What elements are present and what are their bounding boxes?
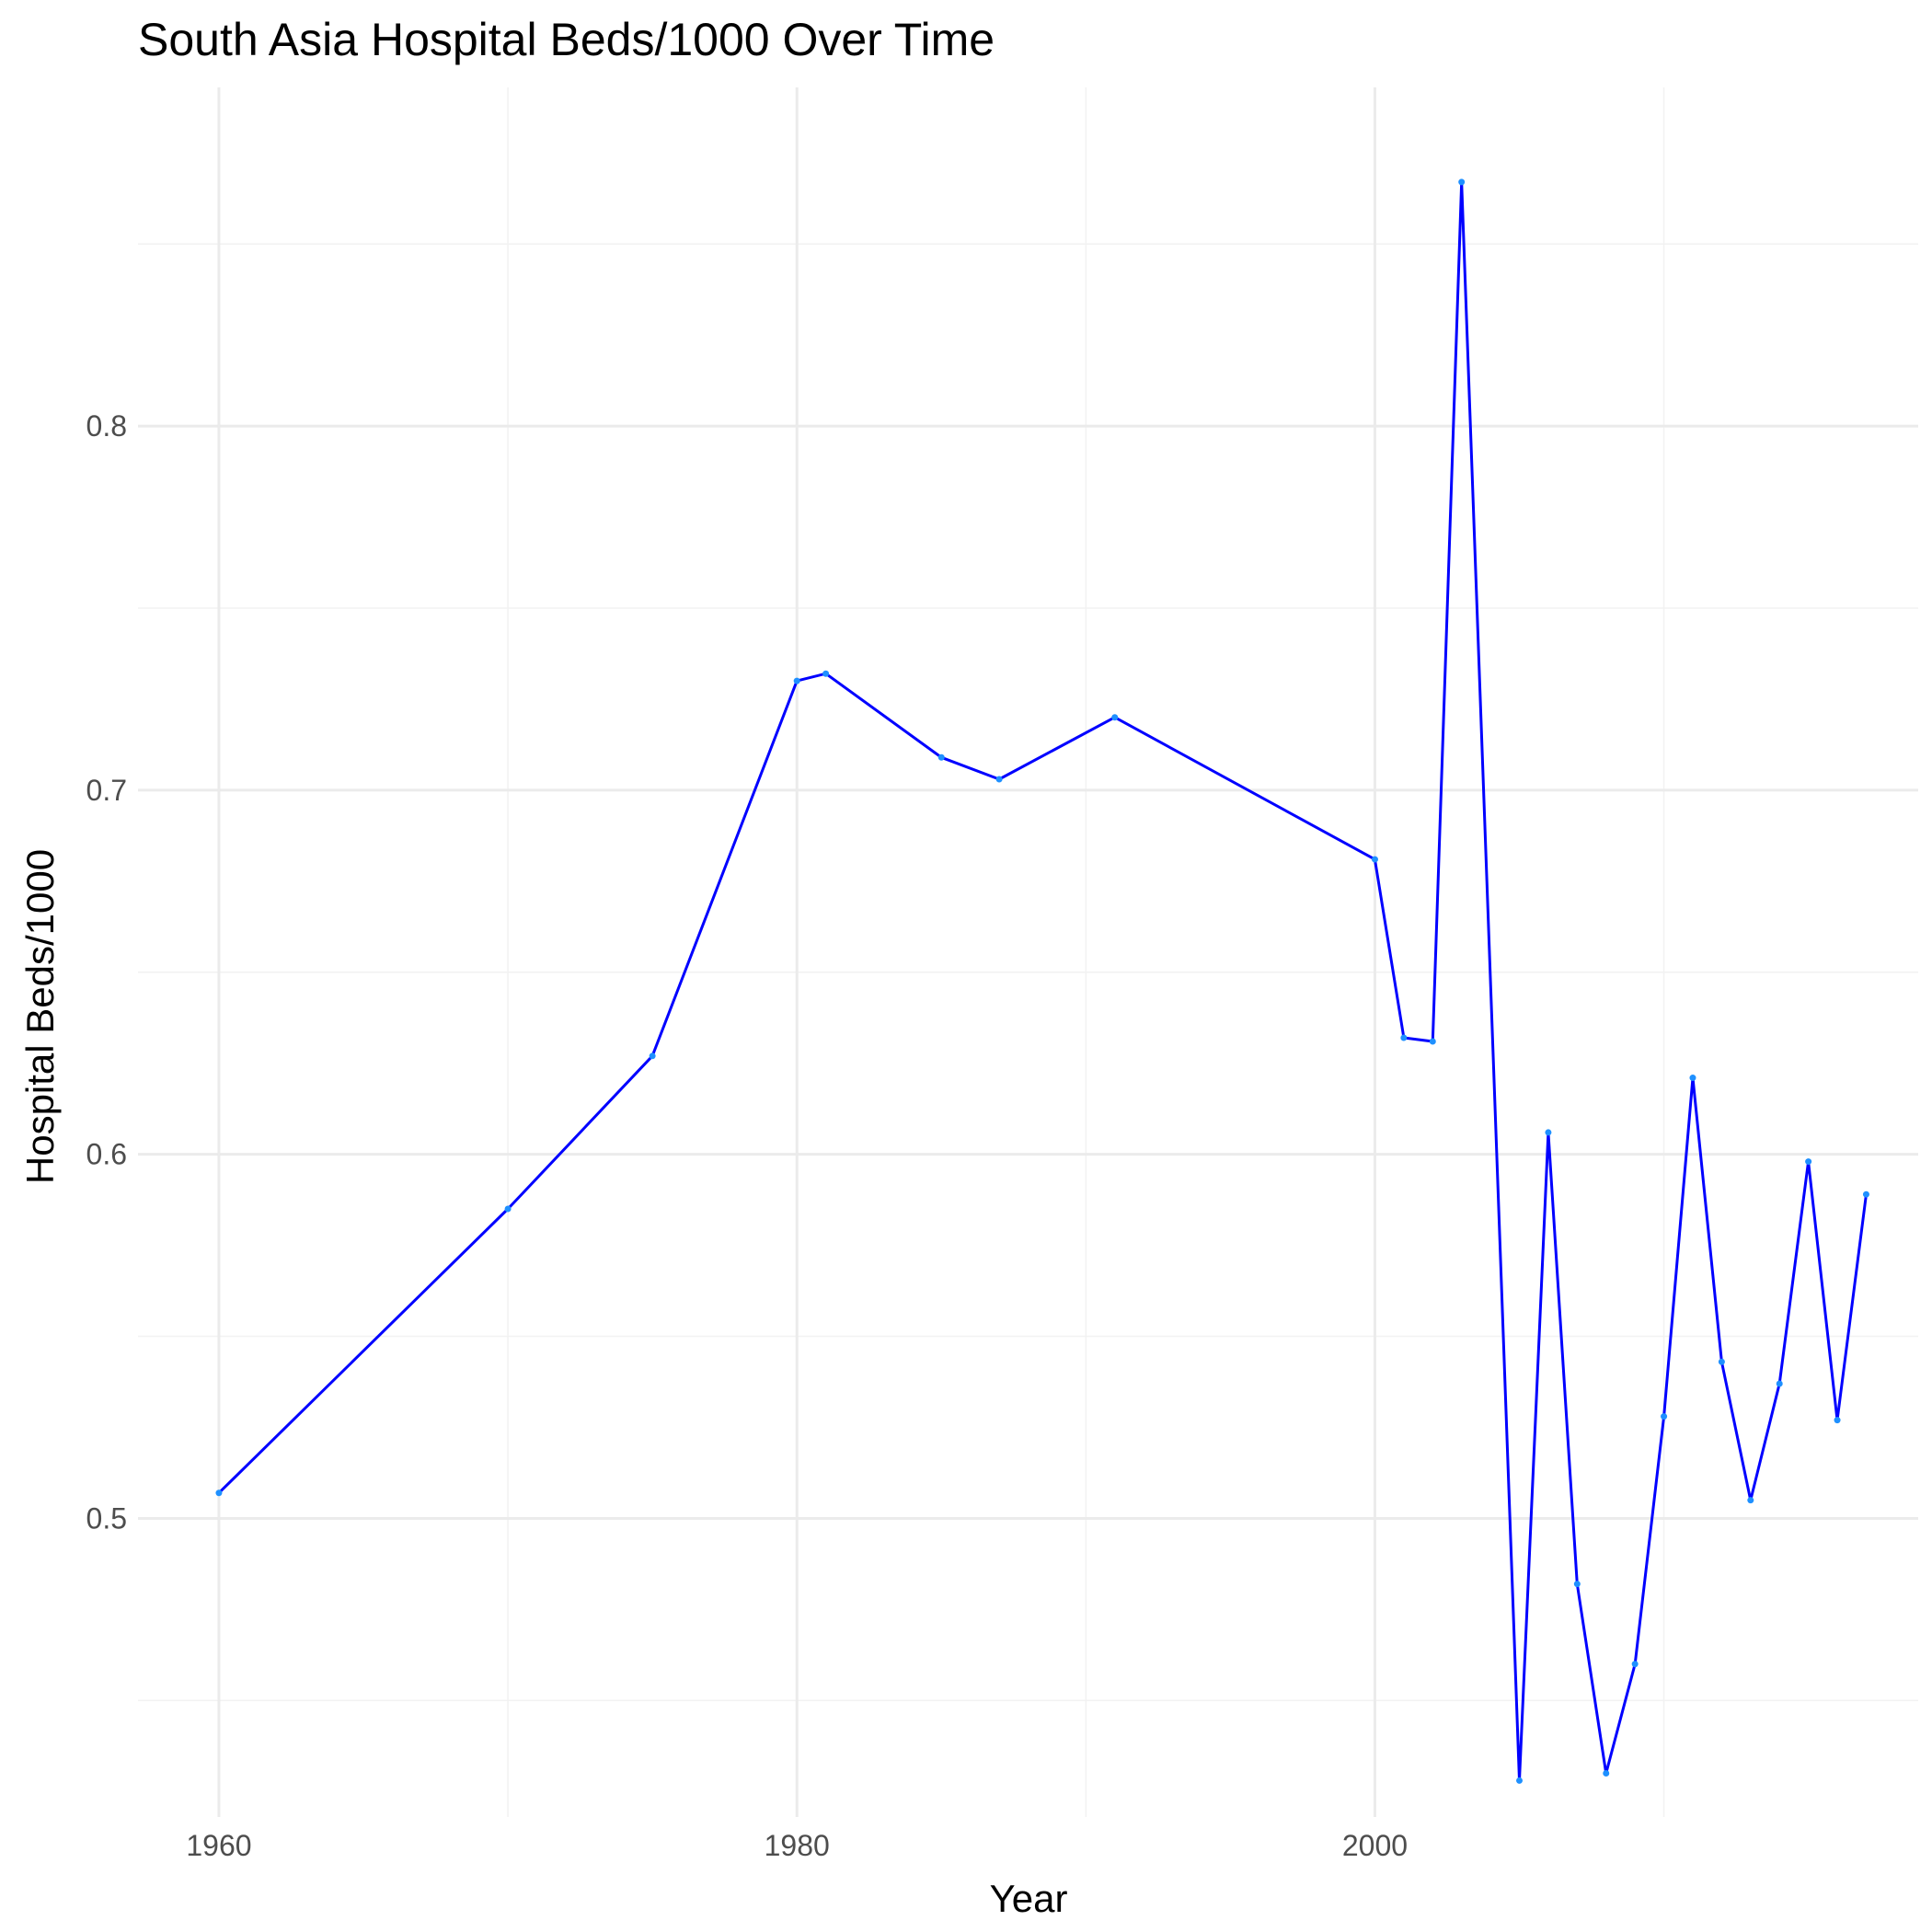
y-tick-label: 0.8 [86,409,127,443]
data-point [1573,1581,1581,1588]
data-point [1603,1770,1610,1777]
data-point [1631,1661,1639,1668]
y-tick-label: 0.6 [86,1138,127,1171]
data-point [822,670,830,677]
chart-title: South Asia Hospital Beds/1000 Over Time [138,14,995,65]
x-tick-label: 2000 [1342,1829,1408,1862]
x-tick-label: 1960 [186,1829,251,1862]
data-point [504,1205,512,1213]
data-point [1458,178,1466,186]
data-point [649,1052,656,1060]
y-axis-title: Hospital Beds/1000 [18,849,62,1184]
data-point [1545,1129,1552,1136]
data-point [1371,856,1378,863]
data-point [1429,1038,1436,1045]
tick-labels: 0.5 0.6 0.7 0.8 1960 1980 2000 [86,409,1409,1862]
data-point [215,1489,223,1497]
x-axis-title: Year [990,1877,1068,1920]
data-point [1400,1034,1408,1041]
data-point [1516,1777,1524,1784]
data-point [1776,1380,1783,1387]
data-point [1747,1497,1754,1504]
data-point [1862,1190,1869,1198]
data-point [1661,1413,1668,1420]
series-line [217,180,1868,1782]
y-tick-label: 0.5 [86,1501,127,1535]
data-point [1805,1158,1812,1166]
data-point [937,753,945,761]
data-point [1718,1358,1725,1365]
x-tick-label: 1980 [765,1829,830,1862]
data-point [1111,714,1119,721]
data-point [995,776,1003,783]
data-point [1689,1075,1696,1082]
y-tick-label: 0.7 [86,774,127,807]
grid [138,87,1918,1817]
series-layer [215,178,1869,1784]
data-point [793,677,800,684]
data-point [1834,1417,1841,1424]
